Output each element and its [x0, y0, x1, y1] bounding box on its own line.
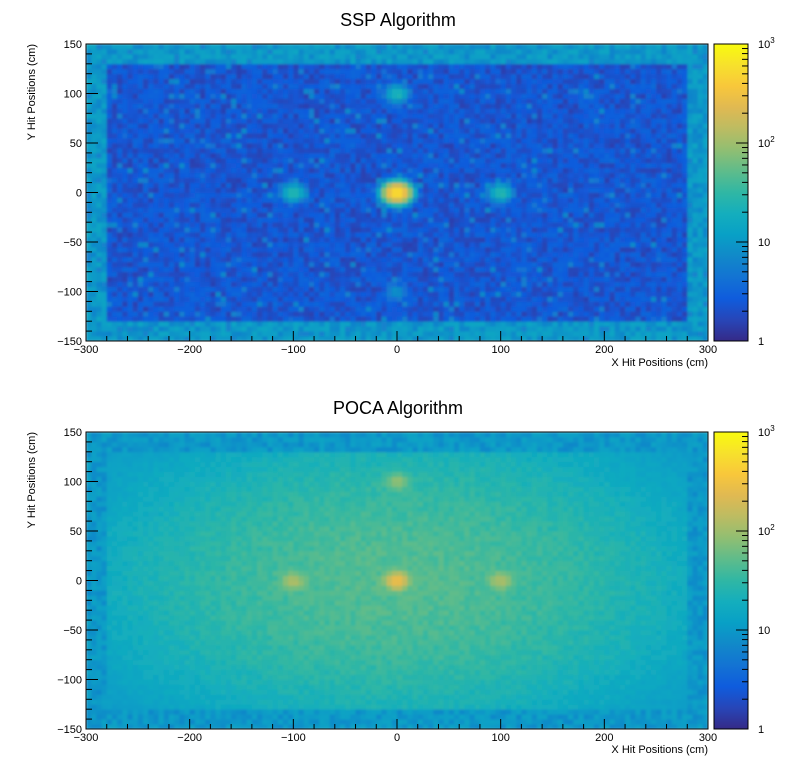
ssp-chart-title: SSP Algorithm: [340, 10, 456, 30]
x-tick-label: 0: [394, 344, 400, 356]
poca-x-axis-label: X Hit Positions (cm): [611, 744, 708, 756]
z-tick-label: 1: [758, 724, 764, 736]
x-tick-label: 0: [394, 732, 400, 744]
poca-chart-title: POCA Algorithm: [333, 398, 463, 418]
z-tick-label: 10: [758, 237, 770, 249]
poca-x-axis: −300 −200 −100 0 100 200 300: [74, 719, 717, 744]
y-tick-label: 50: [70, 138, 82, 150]
ssp-y-axis: −150 −100 −50 0 50 100 150: [57, 39, 98, 348]
x-tick-label: 100: [491, 344, 509, 356]
poca-color-scale: 1 10 102 103: [713, 424, 775, 736]
y-tick-label: −50: [63, 237, 82, 249]
y-tick-label: −150: [57, 724, 82, 736]
y-tick-label: 100: [64, 89, 82, 101]
x-tick-label: 200: [595, 732, 613, 744]
ssp-x-axis: −300 −200 −100 0 100 200 300: [74, 331, 717, 356]
color-scale-bar: [713, 43, 749, 342]
ssp-x-axis-label: X Hit Positions (cm): [611, 357, 708, 369]
z-tick-label: 10: [758, 625, 770, 637]
ssp-y-axis-label: Y Hit Positions (cm): [26, 44, 38, 140]
y-tick-label: 150: [64, 39, 82, 51]
y-tick-label: 0: [76, 576, 82, 588]
y-tick-label: −50: [63, 625, 82, 637]
ssp-panel: SSP Algorithm −300 −200 −100 0 100 200 300 −15…: [26, 10, 775, 369]
z-tick-label: 1: [758, 336, 764, 348]
z-tick-label: 103: [758, 424, 775, 439]
poca-panel: POCA Algorithm −300 −200 −100 0 100 200 300 −1…: [26, 398, 775, 756]
x-tick-label: −200: [177, 344, 202, 356]
x-tick-label: −300: [74, 344, 99, 356]
x-tick-label: −100: [281, 344, 306, 356]
y-tick-label: −150: [57, 336, 82, 348]
ssp-heatmap: [85, 43, 709, 342]
x-tick-label: 300: [699, 732, 717, 744]
y-tick-label: 50: [70, 526, 82, 538]
x-tick-label: −200: [177, 732, 202, 744]
x-tick-label: 300: [699, 344, 717, 356]
x-tick-label: −300: [74, 732, 99, 744]
poca-heatmap: [85, 431, 709, 730]
poca-y-axis: −150 −100 −50 0 50 100 150: [57, 427, 98, 736]
y-tick-label: −100: [57, 287, 82, 299]
ssp-color-scale: 1 10 102 103: [713, 36, 775, 348]
z-tick-label: 102: [758, 135, 775, 150]
y-tick-label: 100: [64, 477, 82, 489]
x-tick-label: 200: [595, 344, 613, 356]
poca-y-axis-label: Y Hit Positions (cm): [26, 432, 38, 528]
y-tick-label: −100: [57, 675, 82, 687]
x-tick-label: 100: [491, 732, 509, 744]
y-tick-label: 150: [64, 427, 82, 439]
y-tick-label: 0: [76, 188, 82, 200]
color-scale-bar: [713, 431, 749, 730]
z-tick-label: 103: [758, 36, 775, 51]
z-tick-label: 102: [758, 523, 775, 538]
x-tick-label: −100: [281, 732, 306, 744]
